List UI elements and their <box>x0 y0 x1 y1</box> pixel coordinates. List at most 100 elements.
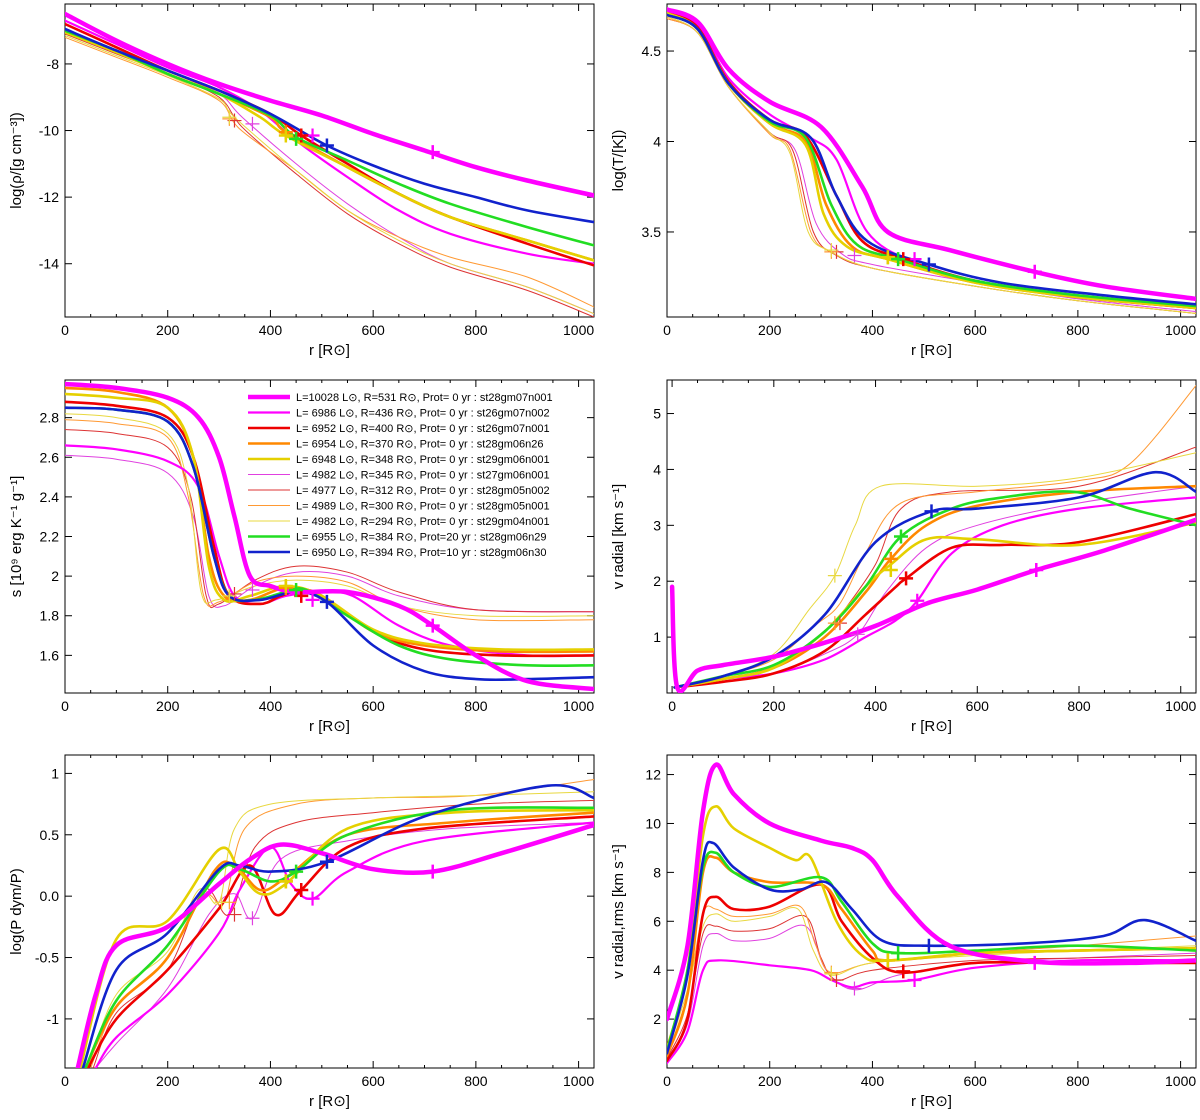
series-group <box>667 762 1196 1065</box>
x-tick-label: 800 <box>464 1073 488 1089</box>
marker-st28gm06n30 <box>319 854 334 869</box>
y-tick-label: 6 <box>653 913 661 929</box>
marker-st27gm06n001 <box>850 627 865 642</box>
series-line-st28gm07n001 <box>667 7 1196 302</box>
marker-st27gm06n001 <box>847 981 862 996</box>
panel-density: 0 200 400 600 800 1000 -8 -10 -12 -14 r [R⊙] log(ρ/… <box>8 3 595 359</box>
legend-entry: L= 4982 L⊙, R=294 R⊙, Prot= 0 yr : st29g… <box>296 516 550 528</box>
series-line-st28gm06n29 <box>667 13 1196 308</box>
y-tick-label: 4.5 <box>642 43 662 59</box>
series-line-st29gm06n001 <box>65 392 594 652</box>
legend-entry: L= 4977 L⊙, R=312 R⊙, Prot= 0 yr : st28g… <box>296 485 550 497</box>
series-line-st28gm06n30 <box>81 783 594 1068</box>
series-line-st28gm05n001 <box>667 904 1196 1057</box>
series-line-st28gm07n001 <box>669 517 1196 693</box>
y-tick-label: -14 <box>39 256 59 272</box>
series-line-st26gm07n002 <box>667 958 1196 1065</box>
series-group <box>75 779 594 1068</box>
x-tick-label: 0 <box>663 1073 671 1089</box>
series-line-st27gm06n001 <box>65 454 594 613</box>
marker-st26gm07n001 <box>899 571 914 586</box>
series-line-st28gm06n30 <box>65 406 594 682</box>
x-tick-label: 600 <box>361 322 385 338</box>
marker-st26gm07n002 <box>305 592 320 607</box>
x-tick-label: 1000 <box>563 1073 594 1089</box>
marker-st29gm06n001 <box>880 250 895 265</box>
series-line-st28gm07n001 <box>65 11 594 198</box>
y-tick-label: 8 <box>653 864 661 880</box>
marker-st29gm04n001 <box>824 243 839 258</box>
series-line-st26gm07n002 <box>94 821 594 1068</box>
x-tick-label: 200 <box>156 698 180 714</box>
y-tick-label: 1.8 <box>40 608 60 624</box>
x-tick-label: 600 <box>966 698 990 714</box>
marker-st28gm06n30 <box>319 138 334 153</box>
y-axis-label: log(ρ/[g cm⁻³]) <box>8 112 25 208</box>
x-tick-label: 200 <box>156 322 180 338</box>
series-line-st28gm05n002 <box>667 914 1196 1059</box>
series-line-st28gm06n30 <box>667 840 1196 1055</box>
y-tick-label: 3.5 <box>642 224 662 240</box>
legend-entry: L= 4989 L⊙, R=300 R⊙, Prot= 0 yr : st28g… <box>296 501 550 513</box>
series-line-st28gm06n30 <box>673 470 1196 689</box>
y-tick-label: -0.5 <box>35 950 59 966</box>
x-tick-label: 200 <box>762 698 786 714</box>
y-tick-label: 3 <box>653 517 661 533</box>
series-line-st29gm04n001 <box>65 35 594 315</box>
marker-st28gm06n29 <box>893 529 908 544</box>
series-line-st29gm06n001 <box>667 805 1196 1050</box>
x-axis-label: r [R⊙] <box>309 1093 350 1110</box>
series-line-st28gm07n001 <box>75 822 594 1068</box>
y-tick-label: 4 <box>653 461 661 477</box>
legend-entry: L= 4982 L⊙, R=345 R⊙, Prot= 0 yr : st27g… <box>296 470 550 482</box>
marker-st29gm04n001 <box>824 966 839 981</box>
marker-st26gm07n002 <box>910 593 925 608</box>
y-tick-label: 5 <box>653 406 661 422</box>
marker-st28gm06n30 <box>921 938 936 953</box>
series-line-st28gm05n001 <box>90 779 594 1068</box>
panel-temperature: 0 200 400 600 800 1000 3.5 4 4.5 r [R⊙] log(T/[K]) <box>610 3 1197 359</box>
series-line-st26gm07n002 <box>667 10 1196 308</box>
x-tick-label: 400 <box>864 698 888 714</box>
marker-st28gm06n29 <box>891 252 906 267</box>
x-tick-label: 1000 <box>1165 322 1196 338</box>
plot-frame <box>666 754 1197 1069</box>
plot-frame <box>64 754 595 1069</box>
plot-frame <box>64 3 595 318</box>
x-tick-label: 0 <box>61 1073 69 1089</box>
series-line-st29gm04n001 <box>65 413 594 617</box>
x-axis-label: r [R⊙] <box>911 342 952 359</box>
x-tick-label: 600 <box>361 698 385 714</box>
y-tick-label: 2.6 <box>40 449 60 465</box>
marker-st28gm06n30 <box>319 594 334 609</box>
legend-entry: L= 6954 L⊙, R=370 R⊙, Prot= 0 yr : st28g… <box>296 439 543 451</box>
series-line-st29gm04n001 <box>667 16 1196 314</box>
marker-st28gm06n29 <box>891 946 906 961</box>
series-line-st26gm07n001 <box>86 815 594 1068</box>
y-tick-label: 4 <box>653 134 661 150</box>
y-axis-label: v radial,rms [km s⁻¹] <box>610 844 627 979</box>
y-axis-label: log(T/[K]) <box>610 130 627 192</box>
marker-st28gm05n002 <box>227 907 242 922</box>
y-axis-label: v radial [km s⁻¹] <box>610 484 627 589</box>
series-line-st26gm07n001 <box>667 883 1196 1062</box>
series-line-st28gm05n001 <box>65 36 594 308</box>
x-tick-label: 800 <box>1066 322 1090 338</box>
x-tick-label: 0 <box>61 698 69 714</box>
x-tick-label: 600 <box>963 1073 987 1089</box>
legend-entry: L= 6955 L⊙, R=384 R⊙, Prot=20 yr : st28g… <box>296 532 547 544</box>
y-tick-label: 1 <box>653 629 661 645</box>
x-axis-label: r [R⊙] <box>911 1093 952 1110</box>
marker-st26gm07n001 <box>294 883 309 898</box>
x-tick-label: 0 <box>668 698 676 714</box>
panel-vradial: 0 200 400 600 800 1000 1 2 3 4 5 r [R⊙] v radial [km… <box>610 379 1197 735</box>
marker-st29gm04n001 <box>214 895 229 910</box>
series-line-st29gm04n001 <box>674 452 1196 688</box>
y-tick-label: -8 <box>47 56 60 72</box>
marker-st28gm06n30 <box>924 504 939 519</box>
y-tick-label: 1 <box>51 765 59 781</box>
series-line-st29gm06n001 <box>673 521 1196 689</box>
marker-st29gm04n001 <box>827 568 842 583</box>
series-group <box>669 385 1196 693</box>
x-axis-label: r [R⊙] <box>911 718 952 735</box>
